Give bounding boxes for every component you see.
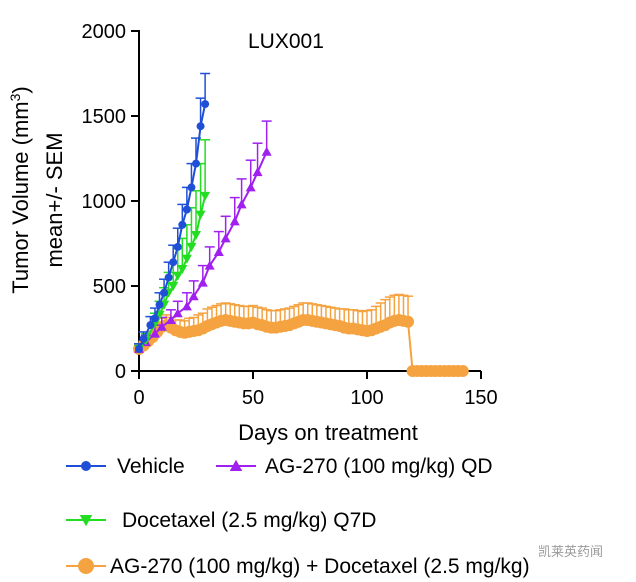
legend-label-vehicle: Vehicle [117,455,185,478]
data-point-vehicle [160,288,169,297]
y-axis-title: Tumor Volume (mm3) mean+/- SEM [7,86,67,293]
y-axis-title-text: Tumor Volume (mm [8,101,33,293]
y-tick-label: 1500 [82,106,127,128]
data-point-ag-270-100-mg-kg-qd [172,308,183,318]
data-point-vehicle [178,220,187,229]
y-tick-label: 1000 [82,191,127,213]
data-point-docetaxel-2-5-mg-kg-q7d [186,242,197,252]
data-point-ag-270-100-mg-kg-qd [156,321,167,331]
y-axis-title-sup: 3 [7,93,23,101]
series-3 [133,293,469,377]
data-point-ag-270-100-mg-kg-docetaxel-2-5-mg-kg [456,365,469,377]
x-tick-label: 100 [350,387,383,409]
data-point-vehicle [182,205,191,214]
legend-item-docetaxel-2-5-mg-kg-q7d: Docetaxel (2.5 mg/kg) Q7D [66,509,376,532]
data-point-ag-270-100-mg-kg-qd [213,247,224,256]
data-point-docetaxel-2-5-mg-kg-q7d [195,210,206,220]
y-tick-label: 500 [93,276,126,298]
data-point-vehicle [201,100,210,109]
data-point-vehicle [192,159,200,168]
y-tick-label: 2000 [82,21,127,43]
data-point-vehicle [196,122,205,131]
chart-title: LUX001 [248,30,324,53]
data-point-vehicle [169,258,178,267]
data-point-vehicle [164,273,173,282]
y-axis-title-line2: mean+/- SEM [42,132,67,267]
data-point-vehicle [135,344,143,353]
data-point-docetaxel-2-5-mg-kg-q7d [168,282,179,291]
data-point-ag-270-100-mg-kg-qd [204,260,215,270]
x-tick-label: 50 [242,387,264,409]
data-point-vehicle [146,321,155,330]
data-point-ag-270-100-mg-kg-qd [261,146,272,156]
legend-item-ag-270-100-mg-kg-docetaxel-2-5-mg-kg: AG-270 (100 mg/kg) + Docetaxel (2.5 mg/k… [66,555,530,578]
y-axis-title-line1: Tumor Volume (mm3) [7,86,33,293]
data-point-ag-270-100-mg-kg-qd [245,182,256,192]
x-tick-label: 0 [133,387,144,409]
legend-marker-ag-270-100-mg-kg-docetaxel-2-5-mg-kg [78,558,94,574]
data-point-vehicle [187,183,196,192]
legend-label-docetaxel-2-5-mg-kg-q7d: Docetaxel (2.5 mg/kg) Q7D [122,509,376,532]
axes: 0 500 1000 1500 2000 0 50 100 150 [82,21,498,409]
y-axis-title-close: ) [8,86,33,93]
data-point-ag-270-100-mg-kg-qd [197,277,208,287]
data-point-ag-270-100-mg-kg-qd [229,216,240,226]
data-point-docetaxel-2-5-mg-kg-q7d [181,254,192,264]
series-0 [134,72,211,353]
legend-item-ag-270-100-mg-kg-qd: AG-270 (100 mg/kg) QD [216,455,493,478]
series-line-vehicle [138,103,207,350]
data-point-docetaxel-2-5-mg-kg-q7d [177,265,188,274]
legend-marker-ag-270-100-mg-kg-qd [229,459,243,471]
x-tick-label: 150 [464,387,497,409]
data-point-vehicle [173,242,182,251]
watermark-text: 凯莱英药闻 [538,545,603,560]
legend-label-ag-270-100-mg-kg-docetaxel-2-5-mg-kg: AG-270 (100 mg/kg) + Docetaxel (2.5 mg/k… [110,555,530,578]
data-point-ag-270-100-mg-kg-qd [188,291,199,301]
data-point-ag-270-100-mg-kg-qd [165,315,176,324]
data-point-ag-270-100-mg-kg-docetaxel-2-5-mg-kg [402,315,415,328]
data-point-docetaxel-2-5-mg-kg-q7d [200,191,211,201]
data-point-ag-270-100-mg-kg-qd [252,167,263,177]
x-axis-title: Days on treatment [238,420,418,445]
data-point-docetaxel-2-5-mg-kg-q7d [191,231,201,240]
data-point-vehicle [139,334,148,343]
legend-label-ag-270-100-mg-kg-qd: AG-270 (100 mg/kg) QD [265,455,493,478]
data-point-vehicle [155,300,164,309]
legend-marker-vehicle [81,461,91,471]
series-layer [133,72,469,377]
y-tick-label: 0 [115,361,126,383]
data-point-ag-270-100-mg-kg-qd [220,233,231,243]
legend-item-vehicle: Vehicle [66,455,185,478]
legend: Vehicle AG-270 (100 mg/kg) QD Docetaxel (2… [66,455,530,578]
data-point-ag-270-100-mg-kg-qd [181,301,192,311]
legend-marker-docetaxel-2-5-mg-kg-q7d [79,515,93,527]
data-point-docetaxel-2-5-mg-kg-q7d [172,271,183,281]
data-point-ag-270-100-mg-kg-qd [236,199,247,209]
data-point-ag-270-100-mg-kg-qd [149,328,160,338]
data-point-vehicle [150,314,159,323]
